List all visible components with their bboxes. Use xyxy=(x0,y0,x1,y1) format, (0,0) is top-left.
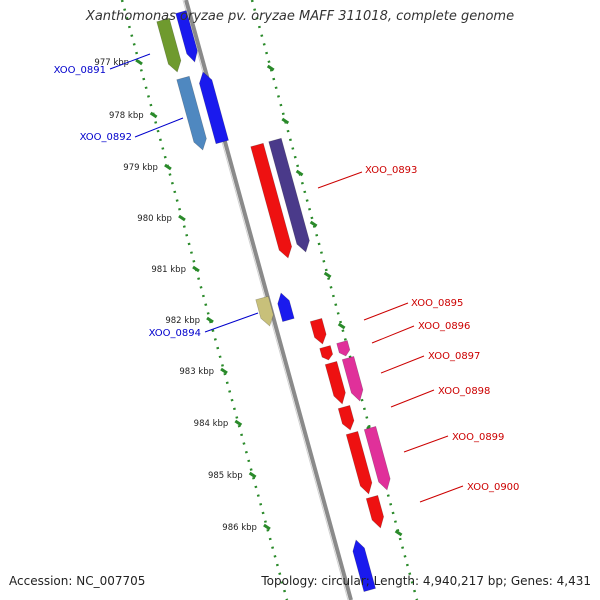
gene-xoo-0899-arrow[interactable] xyxy=(345,431,373,495)
scale-tick-right xyxy=(337,322,346,330)
gene-xoo-0895-leader xyxy=(363,302,409,321)
scale-tick-right xyxy=(323,271,332,279)
scale-tick-left xyxy=(234,419,243,427)
scale-tick-left xyxy=(192,265,200,273)
gene-xoo-0897-leader xyxy=(380,355,425,374)
scale-tick-left xyxy=(206,316,214,324)
gene-xoo-0898-label[interactable]: XOO_0898 xyxy=(438,386,490,397)
right-dotted-track xyxy=(250,0,419,600)
scale-tick-left xyxy=(135,58,143,66)
gene-xoo-0891-block[interactable] xyxy=(156,17,182,73)
gene-xoo-0892-block[interactable] xyxy=(176,75,207,151)
scale-tick-left xyxy=(263,523,271,531)
gene-xoo-0899-block[interactable] xyxy=(363,426,391,491)
scale-tick-label: 983 kbp xyxy=(179,367,214,377)
gene-xoo-0900-label[interactable]: XOO_0900 xyxy=(467,482,519,493)
gene-xoo-0892-label[interactable]: XOO_0892 xyxy=(80,132,132,143)
gene-xoo-0891-leader xyxy=(109,53,151,70)
gene-xoo-0891-label[interactable]: XOO_0891 xyxy=(54,65,106,76)
gene-xoo-0894-label[interactable]: XOO_0894 xyxy=(149,328,201,339)
genome-summary: Topology: circular; Length: 4,940,217 bp… xyxy=(261,574,591,588)
gene-xoo-0892-leader xyxy=(134,117,184,138)
gene-xoo-0896-label[interactable]: XOO_0896 xyxy=(418,321,470,332)
scale-tick-label: 978 kbp xyxy=(109,111,144,121)
scale-tick-left xyxy=(164,163,172,171)
gene-xoo-0897-block[interactable] xyxy=(341,356,364,402)
gene-xoo-0897-arrow[interactable] xyxy=(324,361,346,405)
scale-tick-left xyxy=(178,214,186,222)
scale-tick-left xyxy=(149,111,158,119)
gene-xoo-0895-label[interactable]: XOO_0895 xyxy=(411,298,463,309)
gene-xoo-0894-arrow[interactable] xyxy=(277,292,295,322)
scale-tick-right xyxy=(394,529,403,537)
gene-xoo-0896-arrow[interactable] xyxy=(319,345,333,361)
gene-xoo-0898-leader xyxy=(390,389,435,408)
scale-tick-label: 985 kbp xyxy=(208,471,243,481)
scale-tick-label: 980 kbp xyxy=(137,214,172,224)
scale-tick-label: 979 kbp xyxy=(123,163,158,173)
scale-tick-label: 986 kbp xyxy=(222,523,257,533)
scale-tick-label: 981 kbp xyxy=(151,265,186,275)
map-title: Xanthomonas oryzae pv. oryzae MAFF 31101… xyxy=(85,9,515,24)
gene-xoo-0898-arrow[interactable] xyxy=(337,405,355,431)
gene-partial-arrow[interactable] xyxy=(352,539,376,592)
gene-xoo-0896-leader xyxy=(371,325,415,344)
gene-xoo-0899-label[interactable]: XOO_0899 xyxy=(452,432,504,443)
scale-tick-left xyxy=(248,471,257,479)
scale-tick-right xyxy=(266,64,275,72)
gene-xoo-0893-block[interactable] xyxy=(268,137,310,253)
gene-xoo-0896-block[interactable] xyxy=(336,340,351,357)
gene-xoo-0900-arrow[interactable] xyxy=(365,495,384,529)
scale-tick-right xyxy=(281,117,290,125)
gene-xoo-0893-leader xyxy=(317,171,363,189)
gene-xoo-0900-leader xyxy=(419,485,464,503)
gene-xoo-0893-label[interactable]: XOO_0893 xyxy=(365,165,417,176)
scale-tick-right xyxy=(295,169,304,177)
gene-xoo-0892-arrow[interactable] xyxy=(199,71,229,145)
gene-xoo-0894-block[interactable] xyxy=(255,295,274,327)
gene-xoo-0897-label[interactable]: XOO_0897 xyxy=(428,351,480,362)
scale-tick-label: 982 kbp xyxy=(165,316,200,326)
gene-xoo-0899-leader xyxy=(403,435,449,453)
gene-xoo-0895-arrow[interactable] xyxy=(309,318,327,345)
scale-tick-right xyxy=(309,220,318,228)
scale-tick-left xyxy=(220,367,228,375)
scale-tick-label: 984 kbp xyxy=(194,419,229,429)
gene-xoo-0894-leader xyxy=(204,312,259,333)
gene-xoo-0891-arrow[interactable] xyxy=(175,10,198,63)
accession-text: Accession: NC_007705 xyxy=(9,574,146,588)
scale-tick-label: 977 kbp xyxy=(94,58,129,68)
gene-xoo-0893-arrow[interactable] xyxy=(250,142,293,259)
